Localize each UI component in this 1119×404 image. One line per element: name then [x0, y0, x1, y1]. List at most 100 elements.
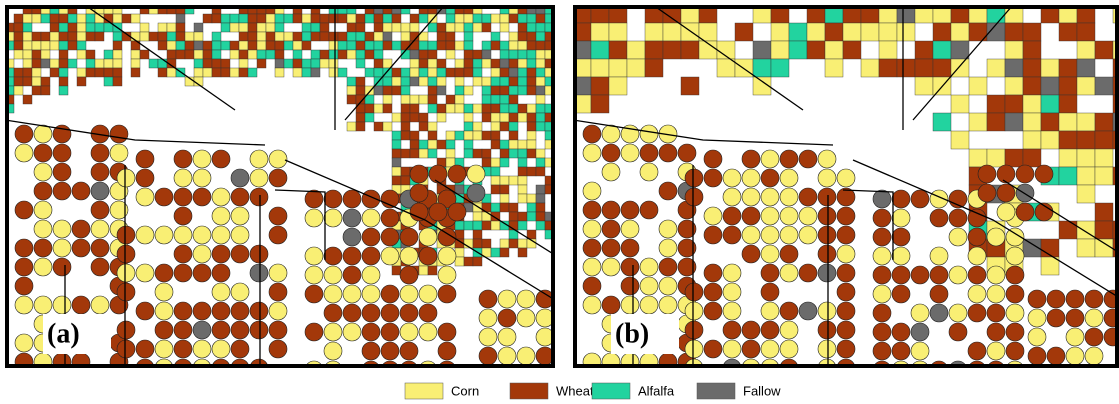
field-parcel	[500, 158, 509, 167]
pivot-field	[583, 277, 601, 295]
field-parcel	[464, 149, 473, 158]
field-parcel	[248, 68, 257, 77]
field-parcel	[293, 59, 302, 68]
field-parcel	[113, 68, 122, 77]
pivot-field	[723, 302, 741, 320]
field-parcel	[59, 86, 68, 95]
field-parcel	[554, 221, 563, 230]
field-parcel	[257, 14, 266, 23]
field-parcel	[879, 59, 897, 77]
field-parcel	[41, 32, 50, 41]
pivot-field	[997, 184, 1015, 202]
pivot-field	[1006, 361, 1024, 379]
pivot-field	[723, 188, 741, 206]
field-parcel	[419, 77, 428, 86]
field-parcel	[311, 50, 320, 59]
field-parcel	[527, 32, 536, 41]
field-parcel	[518, 68, 527, 77]
field-parcel	[392, 131, 401, 140]
pivot-field	[761, 150, 779, 168]
pivot-field	[231, 245, 249, 263]
field-parcel	[59, 59, 68, 68]
field-parcel	[527, 149, 536, 158]
pivot-field	[949, 209, 967, 227]
pivot-field	[155, 340, 173, 358]
field-parcel	[401, 122, 410, 131]
field-parcel	[1077, 167, 1095, 185]
field-parcel	[374, 104, 383, 113]
pivot-field	[818, 245, 836, 263]
pivot-field	[873, 285, 891, 303]
field-parcel	[627, 41, 645, 59]
field-parcel	[482, 239, 491, 248]
pivot-field	[362, 209, 380, 227]
field-parcel	[32, 14, 41, 23]
pivot-field	[621, 220, 639, 238]
field-parcel	[167, 23, 176, 32]
pivot-field	[873, 342, 891, 360]
pivot-field	[381, 304, 399, 322]
field-parcel	[446, 32, 455, 41]
figure: (a) (b) CornWheatAlfalfaFallow	[0, 0, 1119, 404]
field-parcel	[509, 176, 518, 185]
field-parcel	[609, 23, 627, 41]
field-parcel	[392, 23, 401, 32]
pivot-field	[1028, 290, 1046, 308]
pivot-field	[780, 150, 798, 168]
pivot-field	[250, 264, 268, 282]
field-parcel	[554, 5, 563, 14]
pivot-field	[704, 226, 722, 244]
field-parcel	[464, 59, 473, 68]
pivot-field	[583, 144, 601, 162]
pivot-field	[873, 266, 891, 284]
field-parcel	[194, 68, 203, 77]
field-parcel	[473, 239, 482, 248]
pivot-field	[583, 201, 601, 219]
field-parcel	[95, 59, 104, 68]
pivot-field	[410, 203, 428, 221]
field-parcel	[113, 77, 122, 86]
field-parcel	[536, 23, 545, 32]
pivot-field	[117, 245, 135, 263]
field-parcel	[14, 23, 23, 32]
field-parcel	[509, 212, 518, 221]
field-parcel	[437, 77, 446, 86]
pivot-field	[602, 144, 620, 162]
pivot-field	[723, 207, 741, 225]
field-parcel	[1095, 113, 1113, 131]
field-parcel	[59, 68, 68, 77]
field-parcel	[527, 41, 536, 50]
field-parcel	[113, 41, 122, 50]
field-parcel	[491, 95, 500, 104]
field-parcel	[473, 149, 482, 158]
field-parcel	[455, 59, 464, 68]
field-parcel	[275, 32, 284, 41]
field-parcel	[194, 41, 203, 50]
field-parcel	[437, 32, 446, 41]
field-parcel	[248, 50, 257, 59]
pivot-field	[1066, 347, 1084, 365]
field-parcel	[221, 41, 230, 50]
pivot-field	[193, 188, 211, 206]
field-parcel	[1077, 239, 1095, 257]
field-parcel	[1077, 185, 1095, 203]
field-parcel	[464, 32, 473, 41]
field-parcel	[77, 68, 86, 77]
field-parcel	[212, 59, 221, 68]
field-parcel	[419, 149, 428, 158]
pivot-field	[174, 150, 192, 168]
field-parcel	[1005, 77, 1023, 95]
pivot-field	[968, 228, 986, 246]
pivot-field	[117, 226, 135, 244]
field-parcel	[609, 77, 627, 95]
pivot-field	[419, 247, 437, 265]
field-parcel	[221, 59, 230, 68]
field-parcel	[428, 104, 437, 113]
field-parcel	[311, 59, 320, 68]
field-parcel	[663, 41, 681, 59]
pivot-field	[498, 290, 516, 308]
field-parcel	[1095, 203, 1113, 221]
field-parcel	[473, 14, 482, 23]
pivot-field	[362, 285, 380, 303]
field-parcel	[176, 50, 185, 59]
